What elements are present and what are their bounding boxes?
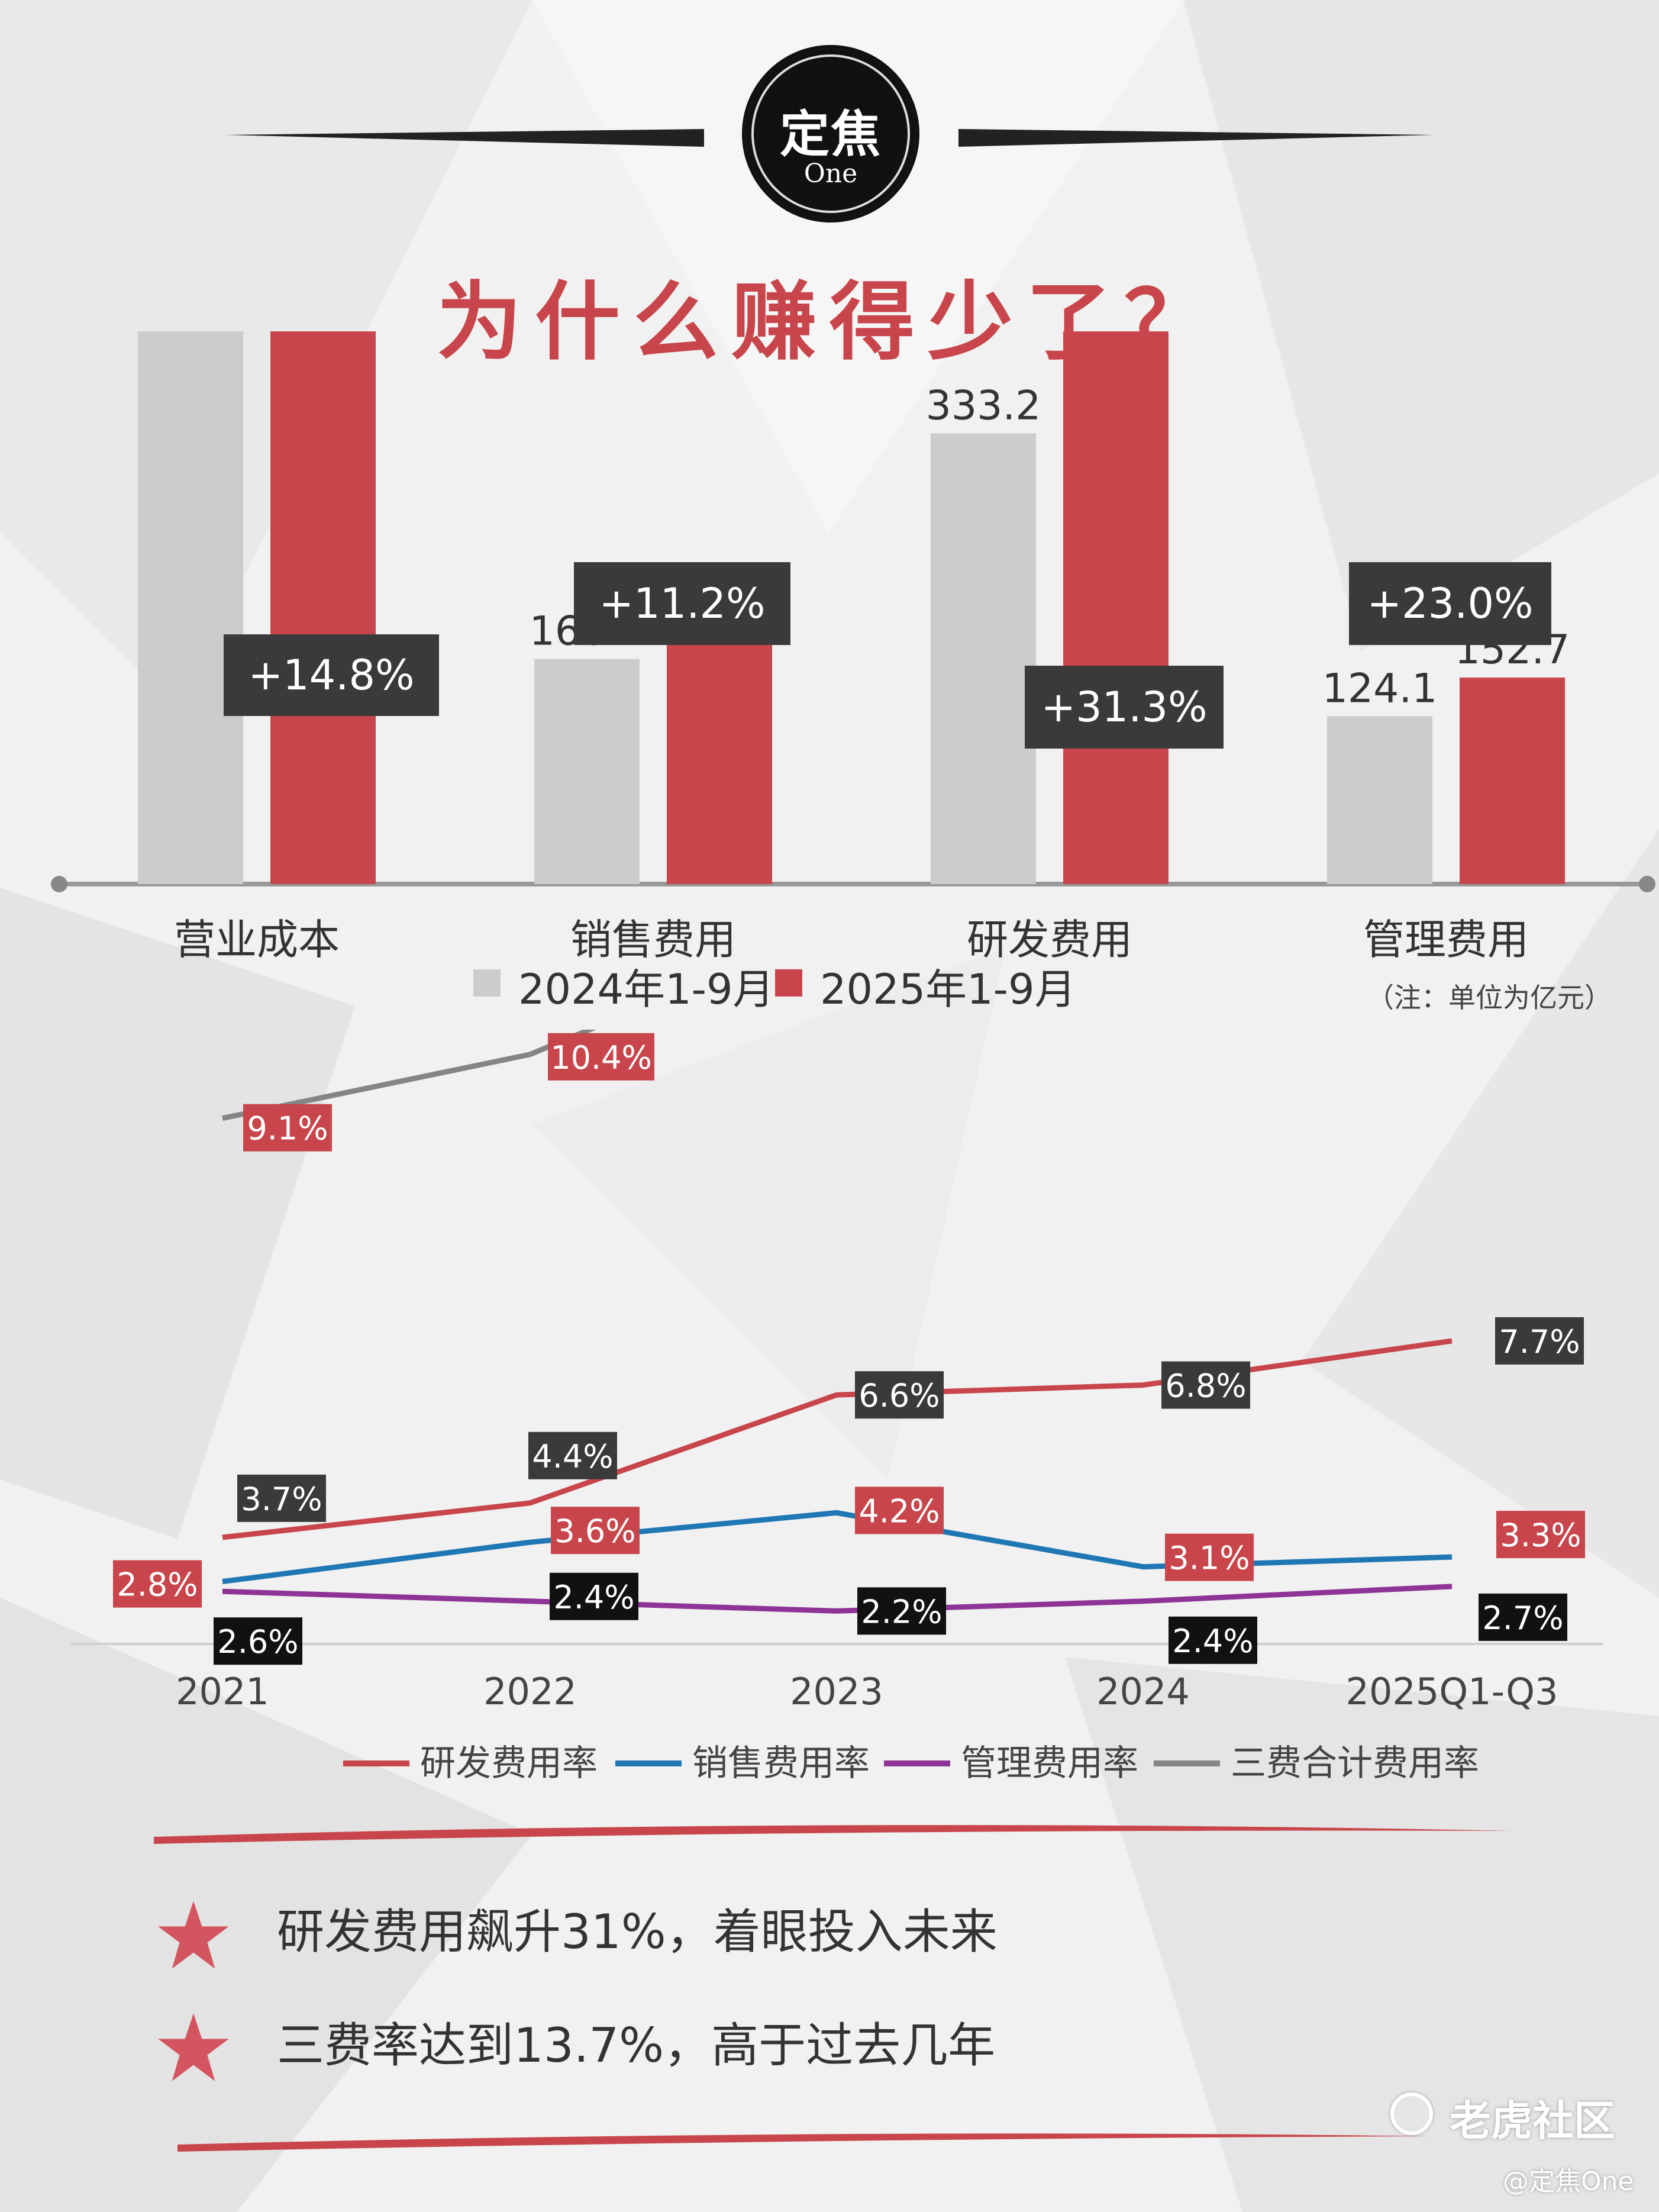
series-line — [222, 1584, 1453, 1614]
bar-2024 — [534, 659, 640, 884]
x-tick-label: 2022 — [483, 1670, 577, 1713]
logo-main-text: 定焦 — [779, 105, 882, 163]
star-icon — [158, 1901, 229, 1969]
data-label: 10.4% — [550, 1039, 652, 1076]
growth-label: +23.0% — [1367, 579, 1533, 628]
category-label: 管理费用 — [1363, 915, 1529, 964]
x-tick-label: 2024 — [1096, 1670, 1190, 1713]
data-label-box — [855, 1487, 944, 1534]
data-label: 2.2% — [861, 1593, 942, 1630]
bar-value-label: 124.1 — [1322, 665, 1438, 712]
bar-chart: 4052.34650.5+14.8%营业成本166.4185.1+11.2%销售… — [51, 331, 1655, 1014]
data-label: 2.7% — [1482, 1600, 1563, 1637]
data-label: 7.7% — [1499, 1323, 1580, 1360]
bar-2024 — [931, 433, 1036, 884]
axis-end-dot — [51, 876, 67, 892]
data-label: 3.7% — [241, 1481, 322, 1518]
unit-note: （注：单位为亿元） — [1367, 982, 1612, 1014]
data-label-box — [548, 1033, 654, 1081]
data-label: 4.4% — [532, 1438, 613, 1475]
axis-end-dot — [1639, 876, 1655, 892]
legend-label: 研发费用率 — [420, 1743, 598, 1784]
data-label-box — [1495, 1317, 1584, 1365]
watermark-community: 老虎社区 — [1450, 2097, 1615, 2145]
line-chart: 2021 2022 2023 2024 2025Q1-Q3 3.7% 4.4% 6.6% 6.8… — [71, 1030, 1603, 1784]
logo-sub-text: One — [803, 159, 858, 189]
bar-2025 — [1460, 677, 1565, 884]
data-label-box — [551, 1507, 640, 1555]
category-label: 研发费用 — [967, 915, 1132, 964]
data-label-box — [1169, 1616, 1257, 1664]
data-label-box — [113, 1560, 202, 1608]
growth-badge — [574, 562, 790, 645]
data-label-box — [528, 1431, 617, 1479]
growth-badge — [1025, 666, 1224, 749]
series-line — [222, 1510, 1453, 1585]
legend-label: 销售费用率 — [692, 1743, 870, 1784]
data-label: 2.6% — [217, 1623, 298, 1660]
data-label: 2.4% — [553, 1579, 634, 1616]
brand-logo: 定焦 One — [742, 45, 919, 223]
data-label-box — [550, 1572, 638, 1620]
series-line — [222, 1030, 597, 1121]
data-label-box — [855, 1371, 944, 1419]
takeaway-1: 研发费用飙升31%，着眼投入未来 — [277, 1904, 998, 1959]
growth-label: +31.3% — [1041, 683, 1207, 731]
data-label: 3.3% — [1500, 1517, 1581, 1554]
watermark-author: @定焦One — [1503, 2166, 1634, 2197]
bar-2025 — [270, 331, 376, 884]
data-label: 3.1% — [1169, 1540, 1250, 1577]
growth-label: +11.2% — [599, 579, 765, 628]
data-label: 2.8% — [117, 1566, 198, 1604]
legend-swatch — [775, 969, 802, 997]
x-tick-label: 2025Q1-Q3 — [1346, 1670, 1558, 1713]
legend-label: 2025年1-9月 — [820, 965, 1076, 1014]
divider-brush-top — [154, 1825, 1515, 1844]
series-line — [222, 1338, 1453, 1540]
data-label: 2.4% — [1172, 1623, 1253, 1660]
data-label-box — [857, 1587, 946, 1635]
divider-brush-bottom — [177, 2133, 1432, 2152]
bar-2025 — [667, 633, 772, 884]
growth-badge — [1349, 562, 1551, 645]
legend-swatch — [473, 969, 501, 997]
category-label: 销售费用 — [570, 915, 736, 964]
data-label: 9.1% — [247, 1110, 328, 1147]
data-label: 4.2% — [858, 1492, 940, 1530]
data-label-box — [237, 1474, 326, 1522]
data-label: 3.6% — [554, 1513, 635, 1550]
x-tick-label: 2021 — [176, 1670, 269, 1713]
bar-value-label: 333.2 — [926, 382, 1041, 429]
data-label-box — [1479, 1593, 1567, 1641]
data-label-box — [214, 1617, 302, 1665]
takeaway-2: 三费率达到13.7%，高于过去几年 — [277, 2018, 996, 2073]
header-rules — [225, 129, 1434, 147]
legend-label: 三费合计费用率 — [1231, 1743, 1479, 1784]
growth-badge — [224, 634, 439, 716]
star-icon — [158, 2013, 229, 2081]
bar-2024 — [1327, 716, 1432, 884]
legend-label: 管理费用率 — [961, 1743, 1138, 1784]
tiger-icon — [1390, 2092, 1433, 2135]
x-tick-label: 2023 — [790, 1670, 883, 1713]
data-label: 6.6% — [858, 1377, 940, 1414]
data-label-box — [1161, 1361, 1250, 1409]
category-label: 营业成本 — [174, 915, 340, 964]
data-label-box — [1165, 1533, 1254, 1581]
data-label-box — [243, 1104, 332, 1152]
bar-2024 — [138, 331, 243, 884]
data-label-box — [1496, 1511, 1585, 1559]
legend-label: 2024年1-9月 — [518, 965, 774, 1014]
bar-2025 — [1063, 331, 1169, 884]
growth-label: +14.8% — [248, 651, 414, 699]
data-label: 6.8% — [1165, 1368, 1246, 1405]
